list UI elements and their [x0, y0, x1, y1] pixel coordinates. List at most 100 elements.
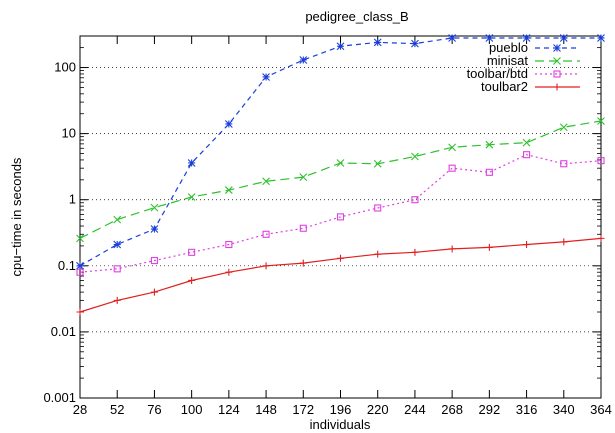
data-point: [299, 259, 307, 267]
data-point: [553, 44, 561, 52]
data-point: [188, 248, 196, 256]
data-point: [336, 213, 345, 221]
data-point: [560, 238, 568, 246]
series-line: [79, 237, 602, 313]
data-point: [559, 34, 568, 42]
data-point: [559, 123, 568, 132]
legend-label: toulbar2: [481, 79, 528, 94]
data-point: [485, 168, 493, 176]
data-point: [597, 157, 605, 165]
data-point: [336, 42, 345, 51]
series-minisat: [76, 117, 605, 243]
data-point: [374, 250, 382, 258]
data-point: [448, 245, 456, 253]
data-point: [485, 243, 493, 251]
data-point: [113, 296, 121, 304]
x-tick-label: 316: [516, 402, 538, 417]
data-point: [597, 234, 605, 242]
x-tick-label: 220: [367, 402, 389, 417]
series-toolbar-btd: [76, 151, 605, 276]
series-line: [79, 154, 602, 273]
data-point: [597, 117, 605, 125]
data-point: [411, 248, 419, 256]
x-tick-label: 268: [441, 402, 463, 417]
data-point: [76, 308, 84, 316]
x-tick-label: 124: [218, 402, 240, 417]
data-point: [560, 160, 568, 168]
data-point: [448, 34, 457, 42]
data-point: [522, 138, 531, 147]
data-point: [299, 56, 308, 64]
series-group: [76, 34, 605, 316]
y-tick-label: 0.001: [43, 390, 76, 405]
data-point: [411, 196, 419, 204]
data-point: [299, 173, 308, 181]
y-axis-label: cpu−time in seconds: [9, 157, 24, 276]
data-point: [150, 225, 159, 233]
x-tick-label: 148: [255, 402, 277, 417]
data-point: [187, 193, 196, 201]
x-tick-label: 100: [181, 402, 203, 417]
x-tick-label: 28: [73, 402, 87, 417]
x-tick-label: 196: [330, 402, 352, 417]
data-point: [187, 159, 196, 167]
data-point: [225, 268, 233, 276]
series-toulbar2: [76, 234, 605, 316]
data-point: [485, 140, 494, 149]
data-point: [224, 120, 233, 128]
x-tick-label: 244: [404, 402, 426, 417]
data-point: [553, 83, 561, 91]
data-point: [262, 177, 270, 186]
x-axis-label: individuals: [310, 417, 371, 432]
x-tick-label: 76: [147, 402, 161, 417]
data-point: [523, 151, 531, 159]
y-tick-label: 10: [62, 126, 76, 141]
series-pueblo: [76, 34, 605, 270]
data-point: [262, 73, 270, 81]
gridlines: [80, 67, 601, 333]
data-point: [373, 159, 382, 168]
data-point: [76, 261, 84, 270]
data-point: [76, 234, 84, 243]
data-point: [76, 268, 84, 276]
data-point: [523, 241, 531, 249]
chart-title: pedigree_class_B: [305, 9, 408, 24]
y-tick-label: 0.01: [51, 324, 76, 339]
data-point: [188, 276, 196, 284]
data-point: [113, 265, 121, 273]
y-tick-label: 1: [69, 192, 76, 207]
data-point: [113, 240, 122, 249]
data-point: [553, 57, 561, 65]
data-point: [224, 186, 233, 194]
y-tick-label: 100: [54, 60, 76, 75]
data-point: [225, 240, 233, 249]
data-point: [522, 34, 531, 42]
data-point: [485, 34, 494, 42]
data-point: [411, 39, 419, 48]
x-tick-label: 292: [479, 402, 501, 417]
y-tick-label: 0.1: [58, 258, 76, 273]
data-point: [262, 230, 270, 238]
data-point: [113, 215, 122, 224]
x-tick-label: 172: [292, 402, 314, 417]
data-point: [448, 143, 457, 152]
data-point: [374, 204, 382, 212]
data-point: [411, 152, 419, 161]
data-point: [336, 159, 345, 167]
legend-label: toolbar/btd: [467, 66, 528, 81]
data-point: [337, 254, 344, 262]
x-tick-label: 340: [553, 402, 575, 417]
y-axis-ticks: 0.001 0.01 0.1 1 10 100: [43, 35, 601, 405]
data-point: [597, 34, 605, 42]
legend-label: minisat: [487, 53, 529, 68]
data-point: [150, 257, 158, 265]
data-point: [448, 164, 456, 172]
series-line: [79, 120, 602, 239]
x-axis-ticks: 28 52 76 100 124 148 172 196 220 244 268 292 316 340 3…: [73, 36, 612, 417]
data-point: [299, 224, 307, 232]
data-point: [262, 262, 270, 270]
data-point: [553, 70, 561, 78]
data-point: [150, 203, 159, 212]
